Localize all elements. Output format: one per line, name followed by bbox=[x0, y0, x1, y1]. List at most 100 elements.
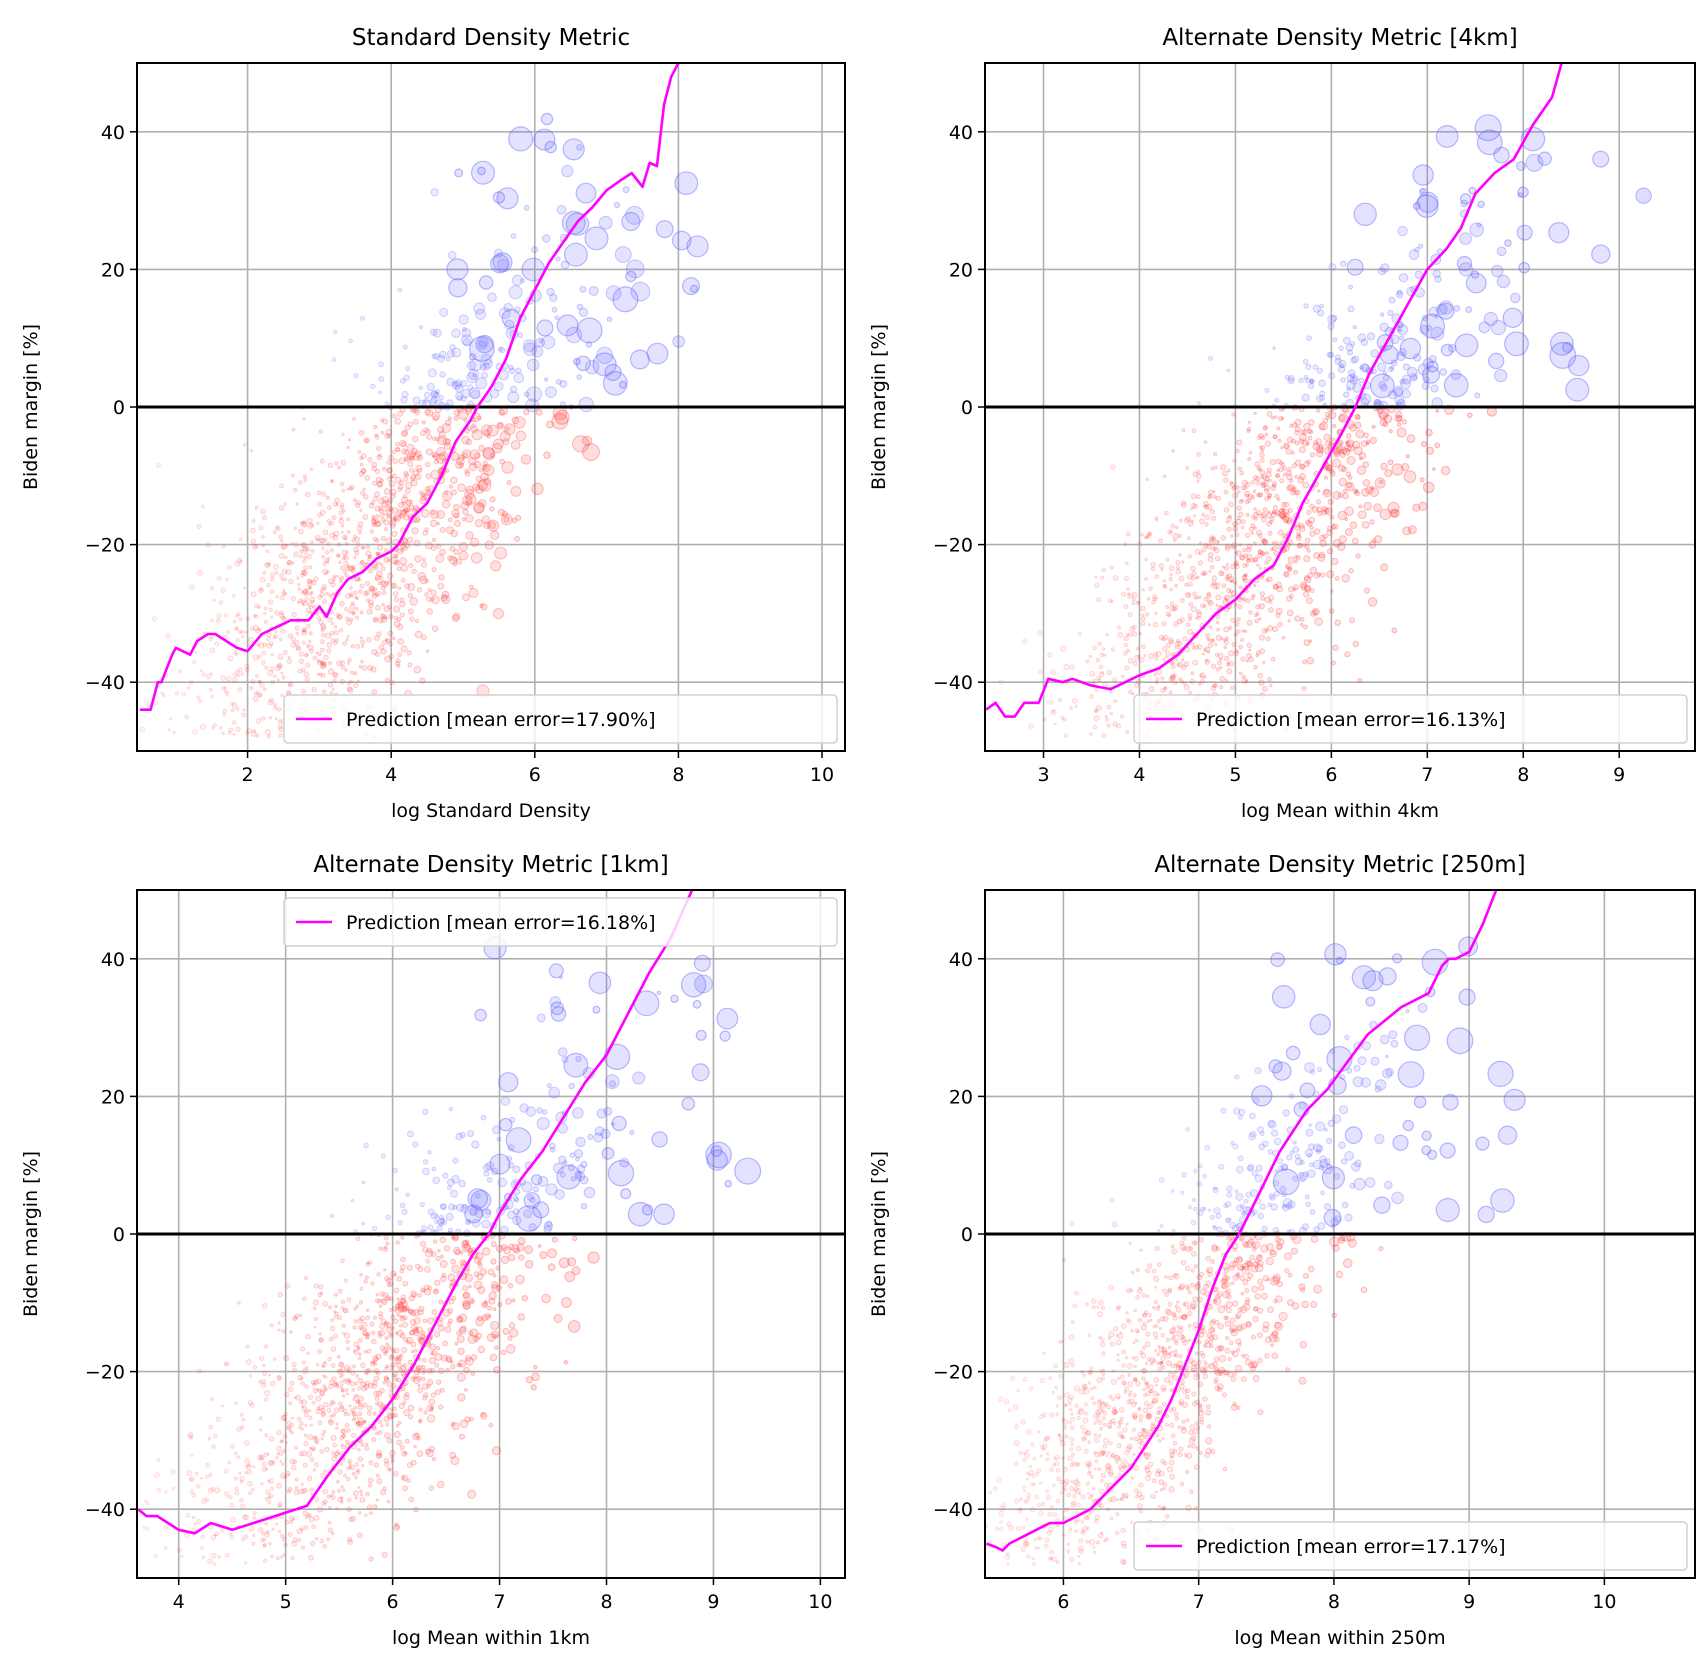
rep-county-point bbox=[360, 644, 365, 648]
rep-county-point bbox=[1363, 432, 1369, 439]
rep-county-point bbox=[240, 1425, 245, 1430]
rep-county-point bbox=[462, 1291, 471, 1299]
rep-county-point bbox=[264, 1497, 269, 1501]
dem-county-point bbox=[1454, 333, 1479, 358]
rep-county-point bbox=[370, 1360, 374, 1365]
rep-county-point bbox=[350, 1515, 356, 1522]
rep-county-point bbox=[307, 579, 313, 584]
rep-county-point bbox=[312, 1299, 319, 1306]
dem-county-point bbox=[475, 377, 488, 390]
dem-county-point bbox=[1435, 303, 1448, 316]
rep-county-point bbox=[336, 1449, 340, 1454]
rep-county-point bbox=[1303, 639, 1311, 647]
rep-county-point bbox=[1224, 565, 1229, 571]
rep-county-point bbox=[298, 1488, 304, 1495]
legend-label: Prediction [mean error=17.90%] bbox=[346, 709, 656, 731]
rep-county-point bbox=[374, 518, 380, 524]
rep-county-point bbox=[364, 1380, 371, 1387]
rep-county-point bbox=[1241, 597, 1245, 601]
rep-county-point bbox=[381, 500, 389, 508]
rep-county-point bbox=[375, 514, 379, 519]
rep-county-point bbox=[1175, 1307, 1182, 1313]
dem-county-point bbox=[492, 1125, 501, 1135]
rep-county-point bbox=[367, 554, 371, 559]
rep-county-point bbox=[409, 597, 419, 606]
rep-county-point bbox=[478, 499, 487, 508]
rep-county-point bbox=[1264, 432, 1269, 437]
rep-county-point bbox=[1064, 1434, 1069, 1439]
rep-county-point bbox=[314, 1462, 319, 1468]
rep-county-point bbox=[476, 1273, 484, 1281]
rep-county-point bbox=[297, 528, 304, 535]
rep-county-point bbox=[1208, 625, 1213, 629]
rep-county-point bbox=[1134, 1338, 1139, 1343]
rep-county-point bbox=[270, 572, 275, 578]
rep-county-point bbox=[310, 548, 315, 553]
rep-county-point bbox=[354, 1462, 359, 1467]
rep-county-point bbox=[357, 1377, 364, 1384]
rep-county-point bbox=[309, 591, 314, 595]
rep-county-point bbox=[308, 1415, 313, 1420]
rep-county-point bbox=[1342, 492, 1349, 500]
rep-county-point bbox=[332, 671, 338, 677]
rep-county-point bbox=[1313, 1284, 1323, 1294]
rep-county-point bbox=[315, 537, 320, 542]
dem-county-point bbox=[1282, 1204, 1290, 1212]
rep-county-point bbox=[1091, 1298, 1097, 1304]
rep-county-point bbox=[1258, 603, 1265, 610]
rep-county-point bbox=[376, 1452, 383, 1459]
rep-county-point bbox=[1326, 529, 1333, 536]
rep-county-point bbox=[261, 660, 266, 665]
rep-county-point bbox=[1170, 1337, 1175, 1341]
rep-county-point bbox=[423, 1410, 428, 1415]
rep-county-point bbox=[1331, 660, 1336, 666]
dem-county-point bbox=[1246, 1165, 1254, 1172]
rep-county-point bbox=[1250, 479, 1256, 485]
rep-county-point bbox=[1280, 508, 1285, 513]
rep-county-point bbox=[1231, 412, 1236, 417]
rep-county-point bbox=[435, 1255, 441, 1262]
rep-county-point bbox=[1246, 557, 1251, 562]
dem-county-point bbox=[1319, 390, 1326, 397]
rep-county-point bbox=[351, 1417, 356, 1422]
rep-county-point bbox=[337, 1496, 343, 1503]
rep-county-point bbox=[235, 638, 240, 643]
y-tick-label: 40 bbox=[949, 122, 973, 144]
dem-county-point bbox=[653, 1203, 675, 1225]
x-tick-label: 5 bbox=[280, 1591, 292, 1613]
rep-county-point bbox=[399, 612, 405, 618]
rep-county-point bbox=[1216, 540, 1220, 544]
rep-county-point bbox=[1146, 1413, 1153, 1420]
rep-county-point bbox=[1317, 553, 1326, 562]
dem-county-point bbox=[575, 355, 591, 371]
rep-county-point bbox=[1206, 593, 1212, 599]
dem-county-point bbox=[466, 360, 477, 371]
rep-county-point bbox=[386, 433, 391, 439]
rep-county-point bbox=[207, 1436, 212, 1441]
rep-county-point bbox=[445, 1367, 451, 1373]
rep-county-point bbox=[1230, 544, 1236, 550]
rep-county-point bbox=[306, 1451, 312, 1458]
rep-county-point bbox=[384, 1366, 389, 1371]
rep-county-point bbox=[1082, 1428, 1089, 1435]
rep-county-point bbox=[1180, 500, 1187, 506]
rep-county-point bbox=[402, 429, 409, 436]
rep-county-point bbox=[306, 553, 312, 560]
rep-county-point bbox=[334, 1311, 339, 1316]
rep-county-point bbox=[1212, 490, 1216, 494]
rep-county-point bbox=[1063, 663, 1070, 671]
rep-county-point bbox=[1045, 1489, 1050, 1494]
dem-county-point bbox=[550, 1001, 565, 1016]
rep-county-point bbox=[1324, 507, 1333, 516]
rep-county-point bbox=[300, 1482, 304, 1486]
rep-county-point bbox=[1246, 498, 1252, 503]
rep-county-point bbox=[1268, 478, 1272, 483]
rep-county-point bbox=[1214, 465, 1218, 470]
rep-county-point bbox=[429, 519, 438, 528]
rep-county-point bbox=[1167, 1345, 1172, 1350]
rep-county-point bbox=[477, 479, 489, 491]
rep-county-point bbox=[1111, 1408, 1118, 1415]
rep-county-point bbox=[355, 1236, 361, 1242]
rep-county-point bbox=[1107, 1394, 1113, 1399]
rep-county-point bbox=[381, 496, 389, 504]
